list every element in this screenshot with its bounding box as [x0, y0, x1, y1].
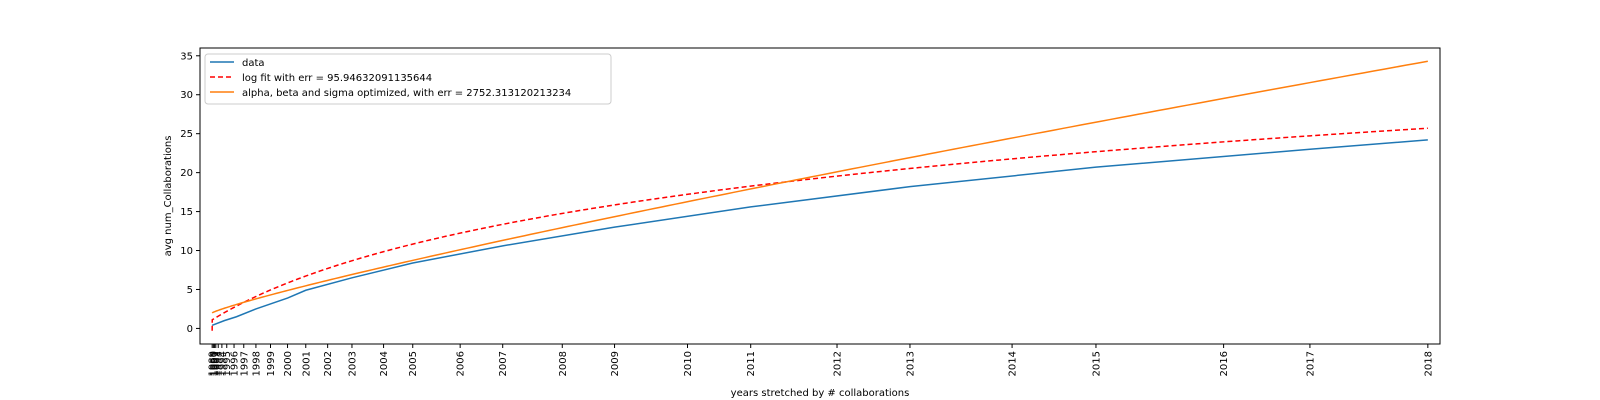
series-line-1 — [211, 127, 1428, 331]
x-tick-label: 2002 — [323, 351, 334, 376]
x-tick-label: 2013 — [905, 351, 916, 376]
legend-box — [204, 53, 612, 105]
x-tick-label: 1998 — [251, 351, 262, 376]
x-tick-label: 2003 — [347, 351, 358, 376]
y-tick-label: 25 — [180, 129, 193, 140]
x-tick-label: 2018 — [1423, 351, 1434, 376]
x-axis-label: years stretched by # collaborations — [731, 388, 910, 399]
series-line-2 — [211, 60, 1428, 314]
x-tick-label: 1999 — [266, 351, 277, 376]
x-tick-label: 1990 — [209, 351, 220, 376]
x-tick-label: 1989 — [208, 351, 219, 376]
x-tick-label: 2009 — [610, 351, 621, 376]
x-tick-label: 1993 — [214, 351, 225, 376]
x-tick-label: 2004 — [379, 351, 390, 376]
legend-label-data: data — [242, 58, 265, 69]
x-tick-label: 1991 — [210, 351, 221, 376]
legend-label-optimized: alpha, beta and sigma optimized, with er… — [242, 88, 571, 99]
x-tick-label: 2007 — [498, 351, 509, 376]
x-tick-label: 2008 — [558, 351, 569, 376]
x-tick-label: 2017 — [1305, 351, 1316, 376]
y-axis-label: avg num_Collaborations — [163, 136, 174, 257]
x-tick-label: 2006 — [456, 351, 467, 376]
x-tick-label: 2011 — [746, 351, 757, 376]
legend: data log fit with err = 95.9463209113564… — [204, 53, 612, 105]
y-tick-label: 35 — [180, 51, 193, 62]
x-tick-label: 1992 — [211, 351, 222, 376]
x-tick-label: 2010 — [683, 351, 694, 376]
y-axis: 0 5 10 15 20 25 30 35 — [180, 51, 200, 335]
x-tick-label: 2014 — [1008, 351, 1019, 376]
y-tick-label: 15 — [180, 207, 193, 218]
y-tick-label: 20 — [180, 168, 193, 179]
plot-frame — [199, 47, 1441, 345]
x-tick-label: 1994 — [217, 351, 228, 376]
x-tick-label: 2012 — [833, 351, 844, 376]
y-tick-label: 5 — [187, 285, 193, 296]
y-tick-label: 0 — [187, 324, 193, 335]
x-tick-label: 1997 — [239, 351, 250, 376]
x-tick-label: 2016 — [1219, 351, 1230, 376]
x-tick-label: 2001 — [301, 351, 312, 376]
legend-label-log-fit: log fit with err = 95.94632091135644 — [242, 73, 432, 84]
x-tick-label: 2000 — [283, 351, 294, 376]
y-tick-label: 30 — [180, 90, 193, 101]
plot-content — [211, 60, 1428, 331]
x-tick-label: 1996 — [230, 351, 241, 376]
series-line-0 — [211, 139, 1428, 327]
x-tick-label: 1995 — [222, 351, 233, 376]
x-tick-label: 2015 — [1091, 351, 1102, 376]
y-tick-label: 10 — [180, 246, 193, 257]
x-tick-label: 2005 — [408, 351, 419, 376]
